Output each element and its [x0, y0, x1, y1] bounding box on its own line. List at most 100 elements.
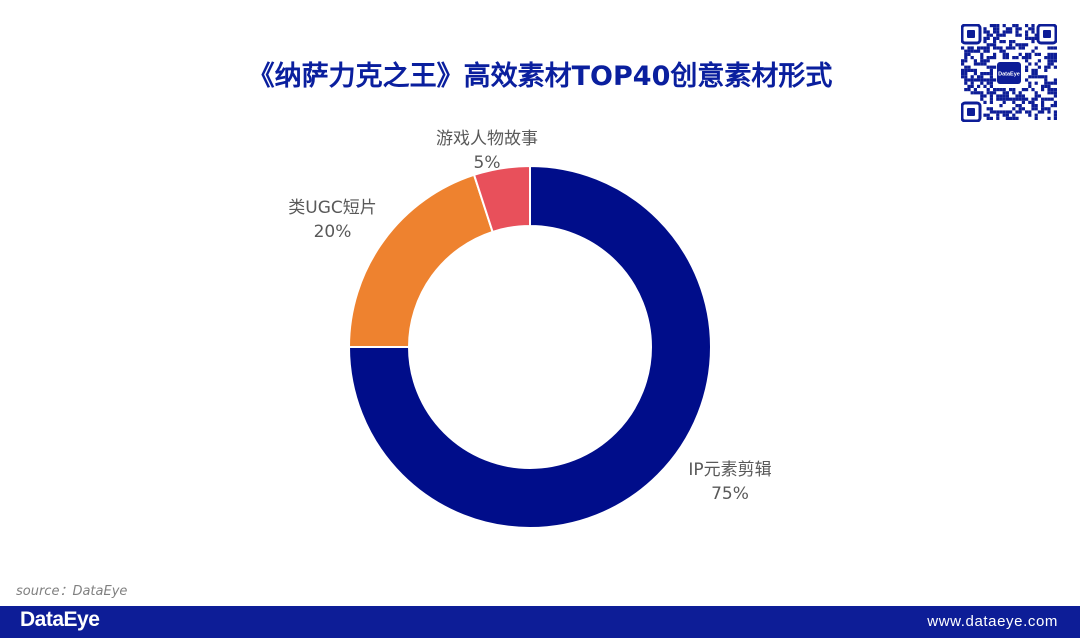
qr-module: [1005, 94, 1009, 98]
qr-module: [977, 91, 981, 95]
qr-module: [989, 78, 993, 82]
qr-module: [973, 91, 977, 95]
qr-module: [989, 24, 993, 28]
qr-module: [1031, 30, 1035, 34]
qr-module: [1015, 43, 1019, 47]
qr-module: [1031, 107, 1035, 111]
qr-module: [980, 52, 984, 56]
qr-code: DataEye: [961, 24, 1057, 122]
qr-module: [996, 110, 1000, 114]
qr-module: [1012, 40, 1016, 44]
qr-module: [1002, 88, 1006, 92]
qr-module: [986, 49, 990, 53]
qr-module: [1021, 56, 1025, 60]
qr-module: [1025, 110, 1029, 114]
qr-module: [1005, 113, 1009, 117]
qr-module: [986, 88, 990, 92]
qr-module: [964, 59, 968, 63]
qr-module: [970, 68, 974, 72]
qr-module: [989, 81, 993, 85]
qr-module: [1015, 97, 1019, 101]
qr-module: [1034, 68, 1038, 72]
qr-module: [986, 56, 990, 60]
qr-module: [1028, 75, 1032, 79]
qr-module: [1037, 110, 1041, 114]
qr-module: [999, 104, 1003, 108]
qr-module: [1025, 33, 1029, 37]
qr-module: [1021, 97, 1025, 101]
qr-module: [961, 46, 965, 50]
qr-module: [1041, 107, 1045, 111]
qr-module: [1047, 59, 1051, 63]
qr-module: [1053, 100, 1057, 104]
qr-module: [993, 78, 997, 82]
qr-module: [1031, 100, 1035, 104]
qr-module: [996, 24, 1000, 28]
qr-module: [986, 116, 990, 120]
qr-module: [1018, 104, 1022, 108]
qr-module: [1047, 81, 1051, 85]
qr-module: [1005, 46, 1009, 50]
qr-module: [977, 62, 981, 66]
qr-module: [1015, 104, 1019, 108]
donut-slice-game-character-story: [472, 164, 531, 234]
qr-module: [989, 94, 993, 98]
qr-module: [1015, 24, 1019, 28]
qr-module: [993, 91, 997, 95]
qr-module: [999, 33, 1003, 37]
qr-module: [1018, 27, 1022, 31]
qr-module: [980, 72, 984, 76]
qr-module: [1028, 110, 1032, 114]
qr-module: [1034, 113, 1038, 117]
qr-module: [996, 97, 1000, 101]
qr-module: [1012, 113, 1016, 117]
footer-brand-logo: DataEye: [20, 608, 100, 631]
qr-module: [970, 49, 974, 53]
qr-module: [986, 113, 990, 117]
qr-module: [1047, 52, 1051, 56]
qr-module: [1028, 56, 1032, 60]
qr-module: [961, 59, 965, 63]
qr-module: [973, 62, 977, 66]
qr-module: [1044, 97, 1048, 101]
qr-module: [1005, 56, 1009, 60]
qr-module: [993, 88, 997, 92]
qr-module: [1031, 49, 1035, 53]
qr-module: [1050, 81, 1054, 85]
qr-module: [1034, 116, 1038, 120]
qr-module: [1018, 46, 1022, 50]
qr-module: [989, 75, 993, 79]
qr-module: [1031, 27, 1035, 31]
qr-module: [1025, 97, 1029, 101]
qr-module: [1028, 62, 1032, 66]
footer-bar: DataEye www.dataeye.com: [0, 606, 1080, 638]
qr-module: [1021, 107, 1025, 111]
qr-module: [999, 94, 1003, 98]
qr-module: [980, 59, 984, 63]
qr-module: [1053, 52, 1057, 56]
qr-module: [986, 36, 990, 40]
qr-module: [983, 94, 987, 98]
qr-module: [1009, 27, 1013, 31]
qr-module: [1053, 116, 1057, 120]
qr-module: [1047, 110, 1051, 114]
qr-module: [970, 84, 974, 88]
qr-module: [993, 30, 997, 34]
qr-module: [1053, 88, 1057, 92]
qr-module: [999, 88, 1003, 92]
qr-module: [983, 100, 987, 104]
qr-module: [967, 88, 971, 92]
qr-module: [980, 91, 984, 95]
qr-module: [989, 65, 993, 69]
qr-module: [980, 78, 984, 82]
qr-module: [1015, 116, 1019, 120]
qr-module: [983, 113, 987, 117]
qr-module: [964, 78, 968, 82]
qr-module: [1005, 110, 1009, 114]
qr-module: [1031, 40, 1035, 44]
qr-module: [1012, 24, 1016, 28]
qr-module: [980, 81, 984, 85]
qr-module: [1012, 56, 1016, 60]
qr-module: [1041, 88, 1045, 92]
qr-module: [1012, 88, 1016, 92]
